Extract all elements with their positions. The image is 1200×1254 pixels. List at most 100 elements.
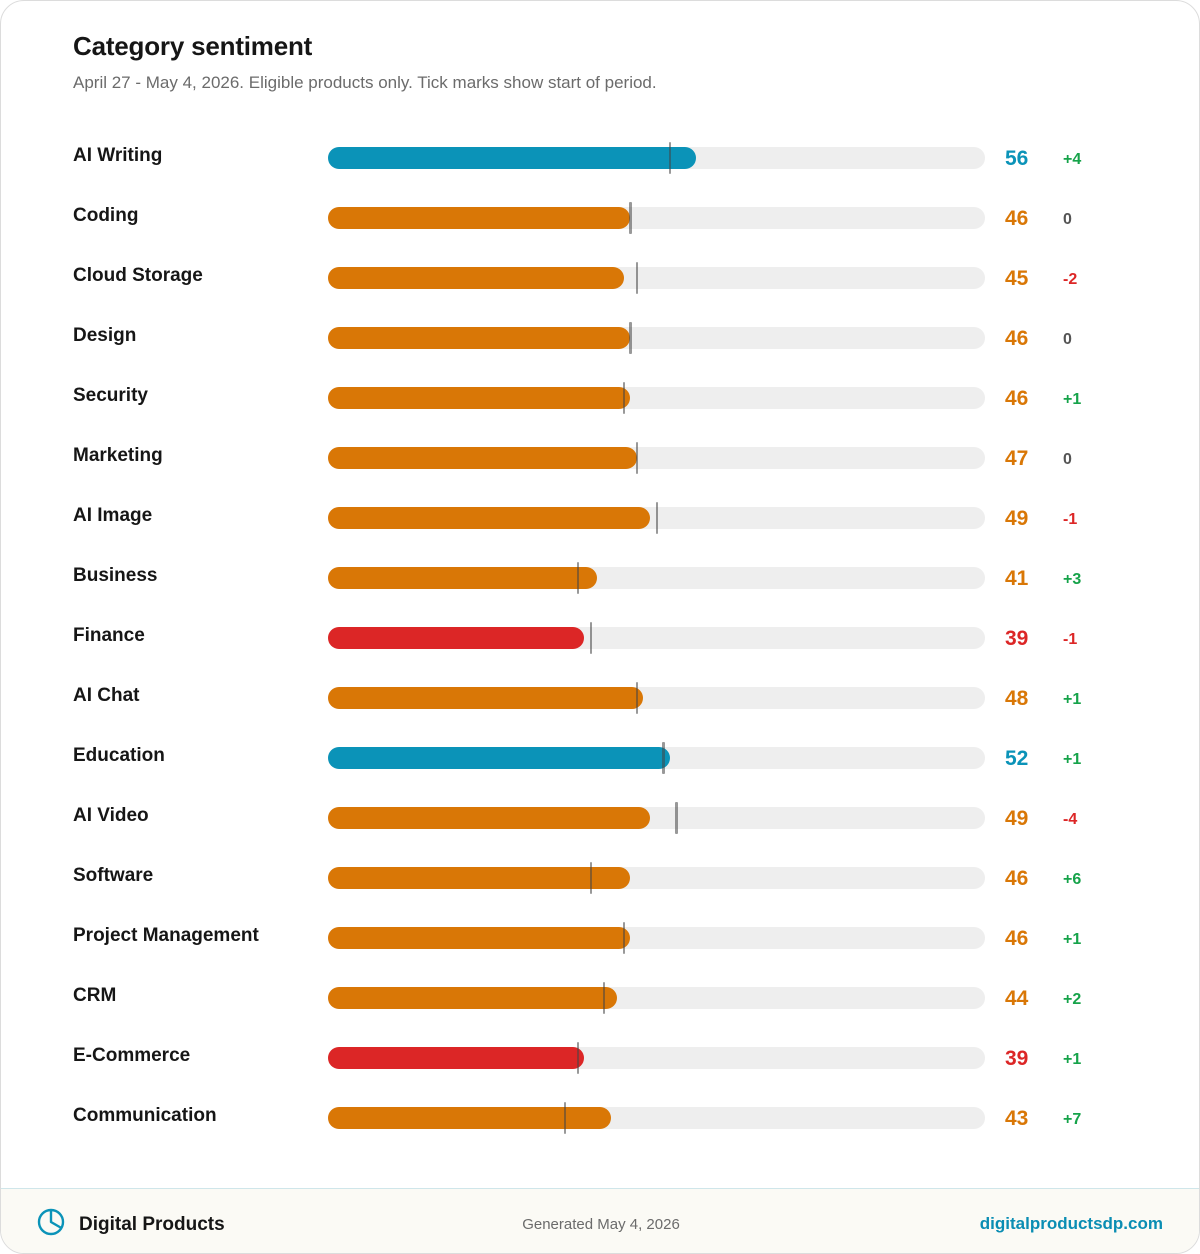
bar-row-communication: Communication 43 +7	[1, 1087, 1199, 1147]
bar-track	[328, 322, 985, 354]
chart-subtitle: April 27 - May 4, 2026. Eligible product…	[73, 73, 657, 92]
delta-label: -1	[1063, 511, 1078, 528]
bar-row-project-management: Project Management 46 +1	[1, 907, 1199, 967]
delta-label: +1	[1063, 1051, 1082, 1068]
delta-label: +1	[1063, 931, 1082, 948]
bar-track	[328, 742, 985, 774]
bar-row-education: Education 52 +1	[1, 727, 1199, 787]
bar-fill	[328, 687, 644, 709]
category-label: Coding	[73, 205, 139, 226]
score-label: 44	[1005, 987, 1029, 1010]
category-label: AI Writing	[73, 145, 163, 166]
bar-fill	[328, 507, 650, 529]
delta-label: -4	[1063, 811, 1078, 828]
start-tick	[622, 922, 626, 954]
start-tick	[622, 382, 626, 414]
bar-track	[328, 1102, 985, 1134]
bar-row-finance: Finance 39 -1	[1, 607, 1199, 667]
bar-track	[328, 982, 985, 1014]
delta-label: 0	[1063, 451, 1072, 468]
category-label: AI Chat	[73, 685, 140, 706]
bar-fill	[328, 987, 618, 1009]
bar-row-business: Business 41 +3	[1, 547, 1199, 607]
bar-track	[328, 802, 985, 834]
bar-track	[328, 1042, 985, 1074]
score-label: 41	[1005, 567, 1029, 590]
bar-fill	[328, 867, 631, 889]
bar-fill	[328, 1047, 585, 1069]
score-label: 56	[1005, 147, 1029, 170]
category-label: Marketing	[73, 445, 163, 466]
category-label: E-Commerce	[73, 1045, 191, 1066]
category-label: Communication	[73, 1105, 217, 1126]
start-tick	[655, 502, 658, 534]
bar-track	[328, 202, 985, 234]
score-label: 46	[1005, 207, 1029, 230]
start-tick	[576, 562, 580, 594]
bar-row-software: Software 46 +6	[1, 847, 1199, 907]
bar-track	[328, 622, 985, 654]
bar-row-ai-chat: AI Chat 48 +1	[1, 667, 1199, 727]
bar-fill	[328, 327, 631, 349]
bar-fill	[328, 207, 631, 229]
score-label: 49	[1005, 507, 1029, 530]
start-tick	[563, 1102, 567, 1134]
start-tick	[589, 862, 593, 894]
delta-label: +2	[1063, 991, 1082, 1008]
bar-fill	[328, 627, 585, 649]
score-label: 46	[1005, 327, 1029, 350]
category-label: Business	[73, 565, 158, 586]
bar-track	[328, 502, 985, 534]
delta-label: +7	[1063, 1111, 1082, 1128]
bar-fill	[328, 567, 598, 589]
delta-label: +1	[1063, 391, 1082, 408]
bar-fill	[328, 927, 631, 949]
delta-label: +4	[1063, 151, 1082, 168]
bar-fill	[328, 807, 650, 829]
start-tick	[629, 202, 632, 234]
category-label: Design	[73, 325, 137, 346]
generated-date: Generated May 4, 2026	[522, 1216, 680, 1233]
category-label: AI Image	[73, 505, 153, 526]
bar-track	[328, 142, 985, 174]
bar-fill	[328, 387, 631, 409]
score-label: 47	[1005, 447, 1029, 470]
bar-row-ai-writing: AI Writing 56 +4	[1, 127, 1199, 187]
bar-track	[328, 442, 985, 474]
bar-track	[328, 262, 985, 294]
bar-track	[328, 382, 985, 414]
bar-row-cloud-storage: Cloud Storage 45 -2	[1, 247, 1199, 307]
category-label: Education	[73, 745, 165, 766]
pie-chart-icon	[37, 1208, 65, 1236]
score-label: 46	[1005, 867, 1029, 890]
bar-track	[328, 862, 985, 894]
start-tick	[675, 802, 678, 834]
score-label: 39	[1005, 1047, 1029, 1070]
category-label: CRM	[73, 985, 117, 1006]
start-tick	[662, 742, 665, 774]
category-label: AI Video	[73, 805, 149, 826]
delta-label: +1	[1063, 691, 1082, 708]
category-label: Finance	[73, 625, 145, 646]
score-label: 46	[1005, 387, 1029, 410]
start-tick	[635, 442, 639, 474]
delta-label: 0	[1063, 211, 1072, 228]
delta-label: -2	[1063, 271, 1078, 288]
bar-fill	[328, 447, 637, 469]
site-link[interactable]: digitalproductsdp.com	[979, 1214, 1163, 1233]
chart-title: Category sentiment	[73, 31, 313, 61]
score-label: 43	[1005, 1107, 1029, 1130]
bar-row-ai-video: AI Video 49 -4	[1, 787, 1199, 847]
start-tick	[602, 982, 606, 1014]
start-tick	[635, 262, 639, 294]
brand-name: Digital Products	[79, 1214, 225, 1235]
bar-fill	[328, 747, 670, 769]
score-label: 48	[1005, 687, 1029, 710]
category-label: Project Management	[73, 925, 259, 946]
bar-fill	[328, 1107, 611, 1129]
bar-track	[328, 922, 985, 954]
score-label: 45	[1005, 267, 1029, 290]
category-label: Cloud Storage	[73, 265, 203, 286]
bar-fill	[328, 147, 696, 169]
